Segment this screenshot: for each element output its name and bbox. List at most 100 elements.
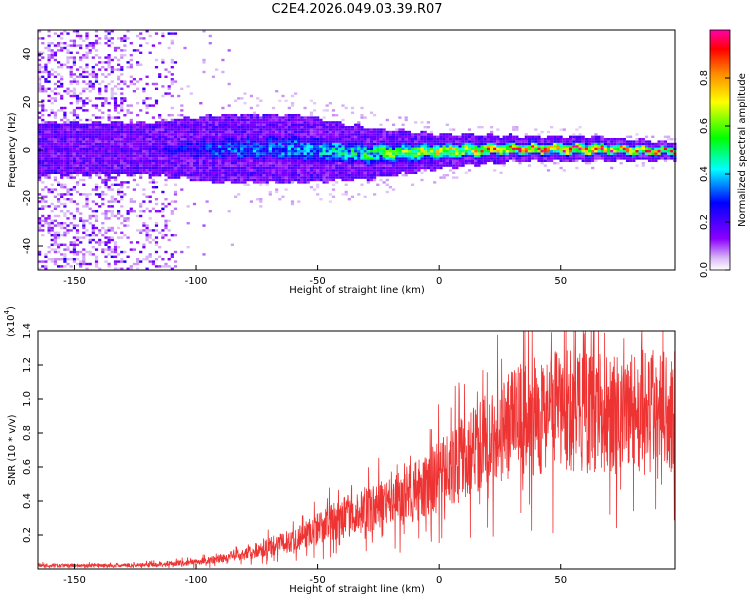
spectrogram-cell	[113, 140, 118, 143]
spectrogram-cell	[483, 142, 487, 146]
spectrogram-cell	[490, 140, 494, 143]
spectrogram-cell	[123, 123, 127, 126]
spectrogram-cell	[142, 37, 146, 40]
spectrogram-cell	[234, 126, 238, 129]
spectrogram-cell	[60, 128, 64, 131]
spectrogram-cell	[297, 114, 301, 117]
spectrogram-cell	[363, 147, 367, 150]
spectrogram-cell	[57, 198, 61, 201]
spectrogram-cell	[107, 150, 111, 153]
spectrogram-cell	[161, 32, 165, 35]
spectrogram-cell	[186, 138, 190, 141]
spectrogram-cell	[303, 169, 307, 172]
spectrogram-cell	[145, 162, 149, 165]
spectrogram-cell	[252, 147, 257, 150]
spectrogram-cell	[158, 174, 162, 177]
spectrogram-cell	[259, 138, 263, 141]
spectrogram-cell	[350, 126, 355, 129]
spectrogram-cell	[151, 169, 155, 172]
spectrogram-cell	[480, 147, 484, 150]
spectrogram-cell	[123, 34, 127, 38]
spectrogram-cell	[215, 171, 219, 174]
spectrogram-cell	[139, 164, 143, 167]
spectrogram-cell	[234, 169, 238, 172]
spectrogram-cell	[575, 128, 579, 131]
spectrogram-cell	[170, 66, 174, 69]
spectrogram-cell	[502, 154, 506, 158]
spectrogram-cell	[72, 171, 76, 174]
spectrogram-cell	[306, 174, 310, 177]
spectrogram-cell	[591, 145, 595, 148]
spectrogram-cell	[47, 126, 51, 129]
spectrogram-cell	[107, 66, 111, 69]
spectrogram-cell	[110, 123, 114, 126]
spectrogram-cell	[44, 145, 48, 148]
spectrogram-cell	[63, 150, 67, 153]
spectrogram-cell	[230, 126, 234, 129]
spectrogram-cell	[218, 133, 222, 136]
spectrogram-cell	[234, 195, 238, 198]
spectrogram-cell	[442, 145, 446, 148]
spectrogram-cell	[82, 169, 86, 172]
spectrogram-cell	[139, 123, 143, 126]
spectrogram-cell	[53, 92, 57, 95]
spectrogram-cell	[635, 154, 639, 158]
spectrogram-cell	[382, 138, 386, 141]
spectrogram-cell	[107, 166, 111, 170]
spectrogram-cell	[41, 135, 45, 138]
spectrogram-cell	[60, 37, 64, 40]
spectrogram-cell	[98, 68, 102, 71]
spectrogram-cell	[237, 181, 241, 184]
spectrogram-cell	[325, 142, 329, 146]
spectrogram-cell	[136, 164, 140, 167]
spectrogram-cell	[123, 126, 127, 129]
spectrogram-cell	[180, 164, 184, 167]
spectrogram-cell	[306, 126, 310, 129]
spectrogram-cell	[189, 162, 193, 165]
spectrogram-cell	[363, 195, 367, 198]
spectrogram-cell	[230, 116, 234, 119]
spectrogram-cell	[398, 147, 402, 150]
spectrogram-cell	[199, 154, 203, 158]
spectrogram-cell	[85, 138, 89, 141]
spectrogram-cell	[325, 162, 329, 165]
spectrogram-cell	[287, 166, 291, 170]
spectrogram-cell	[490, 135, 494, 138]
spectrogram-cell	[85, 82, 89, 86]
spectrogram-cell	[151, 181, 155, 184]
spectrogram-cell	[161, 145, 165, 148]
spectrogram-cell	[101, 190, 105, 194]
spectrogram-cell	[142, 243, 146, 246]
spectrogram-cell	[562, 154, 566, 158]
spectrogram-cell	[94, 54, 99, 57]
spectrogram-cell	[82, 164, 86, 167]
spectrogram-cell	[322, 128, 326, 131]
spectrogram-cell	[101, 61, 105, 64]
spectrogram-cell	[534, 140, 538, 143]
spectrogram-cell	[388, 157, 392, 160]
spectrogram-cell	[527, 145, 532, 148]
spectrogram-cell	[309, 114, 313, 117]
spectrogram-cell	[572, 152, 576, 155]
spectrogram-cell	[38, 82, 42, 86]
spectrogram-cell	[218, 176, 222, 179]
spectrogram-cell	[341, 128, 345, 131]
spectrogram-cell	[237, 169, 241, 172]
spectrogram-cell	[47, 145, 51, 148]
spectrogram-cell	[85, 133, 89, 136]
spectrogram-cell	[581, 135, 585, 138]
spectrogram-cell	[224, 121, 228, 124]
spectrogram-cell	[53, 219, 57, 222]
spectrogram-cell	[180, 150, 184, 153]
spectrogram-cell	[385, 154, 389, 158]
spectrogram-cell	[281, 128, 285, 131]
spectrogram-cell	[136, 138, 140, 141]
spectrogram-cell	[512, 128, 516, 131]
spectrogram-cell	[189, 154, 193, 158]
spectrogram-cell	[145, 157, 149, 160]
spectrogram-cell	[369, 162, 374, 165]
spectrogram-cell	[85, 34, 89, 38]
spectrogram-cell	[562, 152, 566, 155]
spectrogram-cell	[357, 169, 361, 172]
spectrogram-cell	[392, 162, 396, 165]
